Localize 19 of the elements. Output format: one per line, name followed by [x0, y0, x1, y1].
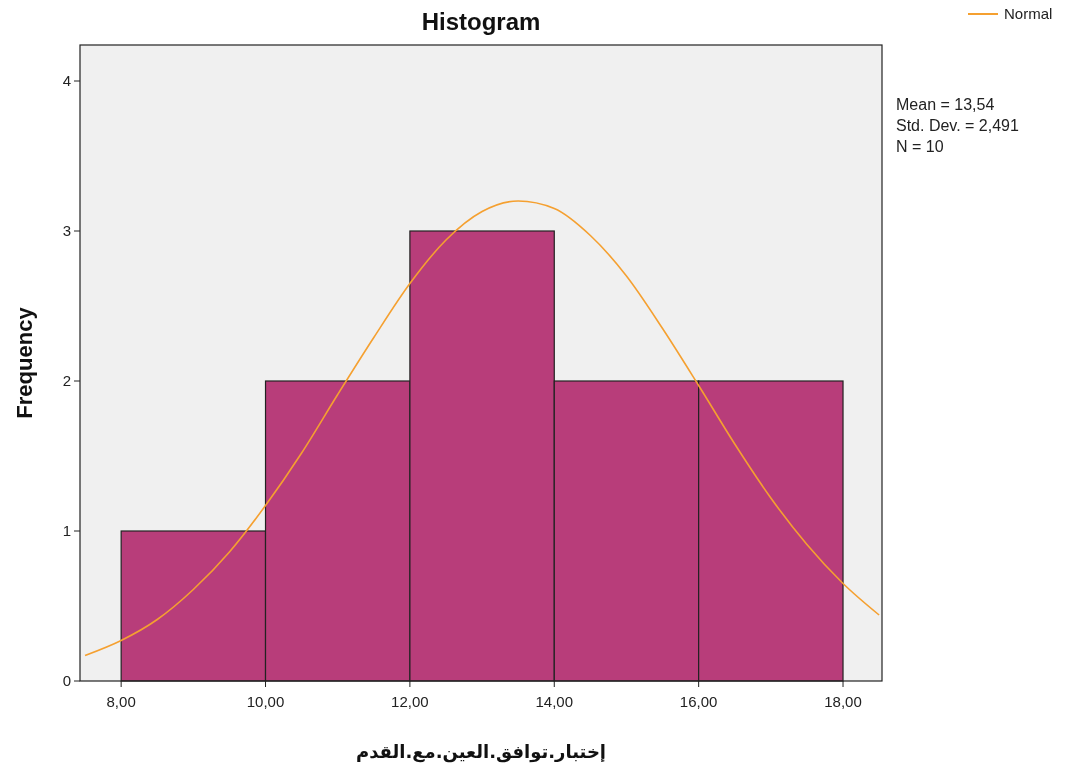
legend-label: Normal — [1004, 5, 1053, 23]
x-tick-label: 10,00 — [246, 693, 285, 710]
x-tick-label: 16,00 — [679, 693, 718, 710]
y-tick-label: 4 — [62, 72, 71, 90]
x-tick-label: 18,00 — [824, 693, 862, 710]
y-tick-label: 1 — [62, 522, 71, 540]
y-tick-label: 3 — [62, 222, 71, 240]
chart-title: Histogram — [421, 8, 541, 35]
x-tick-label: 8,00 — [106, 693, 136, 710]
x-tick-label: 12,00 — [391, 693, 429, 710]
x-axis-title: إختبار.توافق.العين.مع.القدم — [355, 741, 607, 763]
y-tick-label: 0 — [62, 672, 71, 690]
y-tick-label: 2 — [62, 372, 71, 390]
text: Mean = 13,54 — [896, 96, 995, 113]
y-axis-title: Frequency — [12, 306, 37, 419]
line-series — [84, 200, 880, 657]
text: Std. Dev. = 2,491 — [896, 117, 1019, 134]
text: N = 10 — [896, 138, 944, 155]
x-tick-label: 14,00 — [535, 693, 574, 710]
